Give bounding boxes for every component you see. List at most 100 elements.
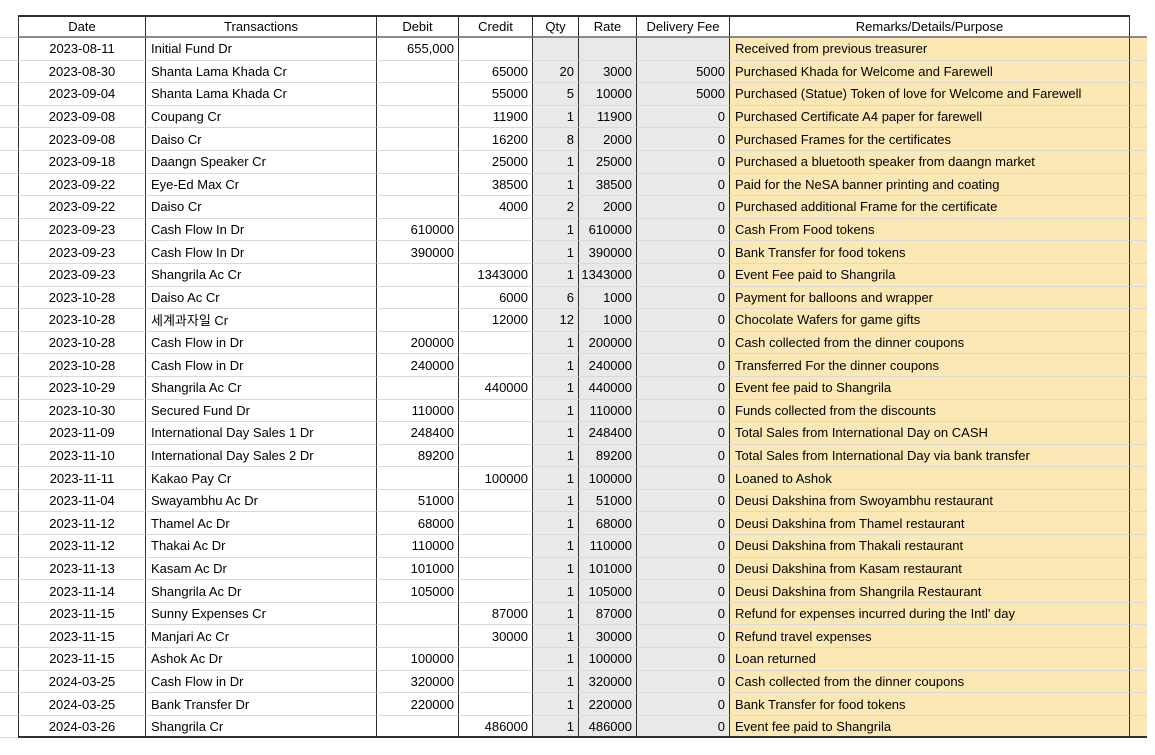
cell-delivery-fee[interactable]: 0 — [636, 648, 729, 671]
cell-remarks[interactable]: Received from previous treasurer — [729, 38, 1130, 61]
cell-qty[interactable]: 1 — [532, 173, 578, 197]
cell-rate[interactable]: 10000 — [578, 83, 636, 106]
cell-qty[interactable]: 5 — [532, 83, 578, 106]
cell-debit[interactable] — [376, 105, 458, 129]
cell-transactions[interactable]: Bank Transfer Dr — [145, 693, 376, 716]
cell-delivery-fee[interactable]: 0 — [636, 512, 729, 536]
cell-delivery-fee[interactable]: 0 — [636, 128, 729, 151]
cell-debit[interactable]: 68000 — [376, 512, 458, 536]
cell-remarks[interactable]: Deusi Dakshina from Kasam restaurant — [729, 557, 1130, 581]
cell-qty[interactable]: 1 — [532, 602, 578, 626]
cell-transactions[interactable]: Shanta Lama Khada Cr — [145, 60, 376, 84]
cell-credit[interactable] — [458, 580, 532, 603]
cell-date[interactable]: 2023-10-28 — [18, 286, 145, 310]
cell-remarks[interactable]: Total Sales from International Day on CA… — [729, 422, 1130, 445]
cell-debit[interactable]: 320000 — [376, 670, 458, 694]
cell-transactions[interactable]: Shangrila Ac Cr — [145, 263, 376, 287]
cell-debit[interactable]: 100000 — [376, 648, 458, 671]
cell-delivery-fee[interactable]: 0 — [636, 331, 729, 355]
cell-delivery-fee[interactable]: 0 — [636, 693, 729, 716]
cell-delivery-fee[interactable]: 0 — [636, 218, 729, 242]
cell-delivery-fee[interactable]: 0 — [636, 715, 729, 739]
cell-rate[interactable]: 11900 — [578, 105, 636, 129]
cell-qty[interactable]: 1 — [532, 263, 578, 287]
cell-remarks[interactable]: Event fee paid to Shangrila — [729, 376, 1130, 400]
cell-qty[interactable]: 20 — [532, 60, 578, 84]
cell-transactions[interactable]: Cash Flow in Dr — [145, 354, 376, 377]
cell-debit[interactable]: 390000 — [376, 241, 458, 264]
cell-debit[interactable]: 610000 — [376, 218, 458, 242]
cell-remarks[interactable]: Refund for expenses incurred during the … — [729, 602, 1130, 626]
cell-delivery-fee[interactable]: 0 — [636, 580, 729, 603]
cell-transactions[interactable]: Cash Flow In Dr — [145, 218, 376, 242]
cell-date[interactable]: 2023-10-28 — [18, 309, 145, 332]
cell-transactions[interactable]: Coupang Cr — [145, 105, 376, 129]
cell-remarks[interactable]: Bank Transfer for food tokens — [729, 693, 1130, 716]
column-header-debit[interactable]: Debit — [376, 15, 458, 38]
cell-remarks[interactable]: Purchased Khada for Welcome and Farewell — [729, 60, 1130, 84]
cell-date[interactable]: 2023-10-29 — [18, 376, 145, 400]
cell-qty[interactable]: 1 — [532, 557, 578, 581]
cell-transactions[interactable]: Cash Flow In Dr — [145, 241, 376, 264]
cell-transactions[interactable]: Eye-Ed Max Cr — [145, 173, 376, 197]
cell-date[interactable]: 2023-11-14 — [18, 580, 145, 603]
cell-rate[interactable]: 1343000 — [578, 263, 636, 287]
cell-date[interactable]: 2024-03-26 — [18, 715, 145, 739]
cell-date[interactable]: 2023-11-12 — [18, 535, 145, 558]
cell-delivery-fee[interactable]: 0 — [636, 602, 729, 626]
cell-remarks[interactable]: Deusi Dakshina from Swoyambhu restaurant — [729, 489, 1130, 513]
cell-date[interactable]: 2023-09-23 — [18, 218, 145, 242]
cell-credit[interactable]: 4000 — [458, 196, 532, 219]
cell-qty[interactable]: 1 — [532, 670, 578, 694]
cell-transactions[interactable]: Secured Fund Dr — [145, 399, 376, 423]
cell-qty[interactable]: 1 — [532, 422, 578, 445]
cell-delivery-fee[interactable]: 0 — [636, 535, 729, 558]
cell-transactions[interactable]: Thamel Ac Dr — [145, 512, 376, 536]
cell-debit[interactable] — [376, 173, 458, 197]
cell-rate[interactable] — [578, 38, 636, 61]
cell-rate[interactable]: 100000 — [578, 467, 636, 490]
cell-remarks[interactable]: Loan returned — [729, 648, 1130, 671]
cell-qty[interactable]: 2 — [532, 196, 578, 219]
cell-remarks[interactable]: Chocolate Wafers for game gifts — [729, 309, 1130, 332]
cell-debit[interactable]: 655,000 — [376, 38, 458, 61]
cell-credit[interactable] — [458, 557, 532, 581]
cell-delivery-fee[interactable]: 0 — [636, 173, 729, 197]
cell-qty[interactable]: 1 — [532, 489, 578, 513]
cell-delivery-fee[interactable]: 0 — [636, 241, 729, 264]
cell-qty[interactable] — [532, 38, 578, 61]
cell-credit[interactable] — [458, 535, 532, 558]
cell-qty[interactable]: 1 — [532, 399, 578, 423]
cell-credit[interactable]: 1343000 — [458, 263, 532, 287]
cell-qty[interactable]: 1 — [532, 241, 578, 264]
cell-credit[interactable] — [458, 218, 532, 242]
cell-date[interactable]: 2023-11-15 — [18, 648, 145, 671]
cell-remarks[interactable]: Deusi Dakshina from Shangrila Restaurant — [729, 580, 1130, 603]
cell-remarks[interactable]: Purchased Frames for the certificates — [729, 128, 1130, 151]
column-header-rate[interactable]: Rate — [578, 15, 636, 38]
cell-delivery-fee[interactable]: 5000 — [636, 60, 729, 84]
cell-transactions[interactable]: Manjari Ac Cr — [145, 625, 376, 649]
cell-remarks[interactable]: Purchased additional Frame for the certi… — [729, 196, 1130, 219]
cell-debit[interactable]: 101000 — [376, 557, 458, 581]
cell-rate[interactable]: 610000 — [578, 218, 636, 242]
cell-transactions[interactable]: Daiso Cr — [145, 196, 376, 219]
cell-qty[interactable]: 1 — [532, 105, 578, 129]
cell-delivery-fee[interactable]: 0 — [636, 376, 729, 400]
cell-rate[interactable]: 30000 — [578, 625, 636, 649]
cell-credit[interactable]: 25000 — [458, 150, 532, 174]
cell-debit[interactable]: 220000 — [376, 693, 458, 716]
cell-remarks[interactable]: Purchased Certificate A4 paper for farew… — [729, 105, 1130, 129]
cell-debit[interactable] — [376, 286, 458, 310]
cell-delivery-fee[interactable]: 0 — [636, 422, 729, 445]
cell-debit[interactable] — [376, 309, 458, 332]
cell-qty[interactable]: 1 — [532, 218, 578, 242]
cell-delivery-fee[interactable]: 0 — [636, 625, 729, 649]
cell-remarks[interactable]: Deusi Dakshina from Thakali restaurant — [729, 535, 1130, 558]
cell-rate[interactable]: 87000 — [578, 602, 636, 626]
cell-date[interactable]: 2023-09-04 — [18, 83, 145, 106]
cell-delivery-fee[interactable]: 0 — [636, 489, 729, 513]
cell-rate[interactable]: 89200 — [578, 444, 636, 468]
cell-debit[interactable]: 51000 — [376, 489, 458, 513]
cell-rate[interactable]: 440000 — [578, 376, 636, 400]
